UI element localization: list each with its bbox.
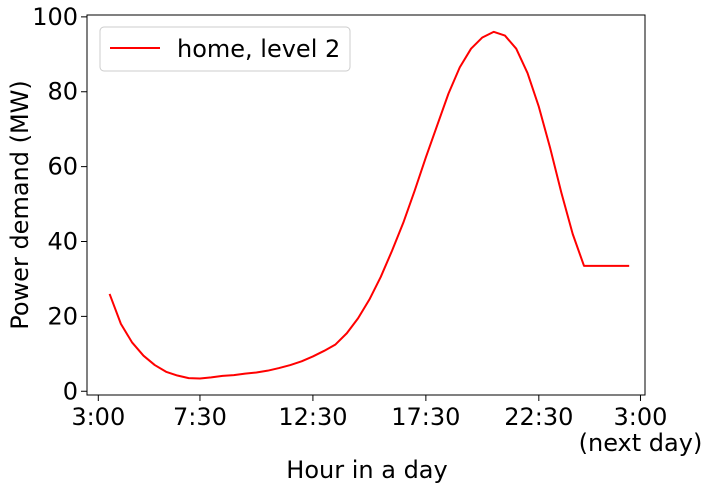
x-tick-label: 7:30 bbox=[173, 403, 227, 431]
y-axis-label: Power demand (MW) bbox=[6, 80, 34, 330]
x-tick-label: 17:30 bbox=[391, 403, 460, 431]
y-tick-label: 20 bbox=[47, 302, 78, 330]
x-tick-label: 3:00 bbox=[71, 403, 125, 431]
y-tick-label: 60 bbox=[47, 153, 78, 181]
legend-label-home-level-2: home, level 2 bbox=[177, 35, 340, 63]
x-axis-label: Hour in a day bbox=[286, 456, 447, 484]
x-tick-label: 22:30 bbox=[504, 403, 573, 431]
series-layer bbox=[108, 30, 630, 380]
y-axis-ticks: 0 20 40 60 80 100 bbox=[32, 3, 87, 405]
series-line-home-level-2 bbox=[108, 30, 630, 380]
x-tick-label: 12:30 bbox=[278, 403, 347, 431]
legend-box bbox=[99, 26, 351, 72]
x-axis-ticks: 3:00 7:30 12:30 17:30 22:30 3:00(next day) bbox=[71, 395, 702, 457]
y-tick-label: 40 bbox=[47, 228, 78, 256]
y-tick-label: 100 bbox=[32, 3, 78, 31]
x-tick-sublabel: (next day) bbox=[579, 429, 703, 457]
y-tick-label: 80 bbox=[47, 78, 78, 106]
legend: home, level 2 bbox=[99, 26, 351, 72]
plot-area bbox=[86, 14, 646, 396]
y-tick-label: 0 bbox=[63, 377, 78, 405]
x-tick-label: 3:00 bbox=[614, 403, 668, 431]
